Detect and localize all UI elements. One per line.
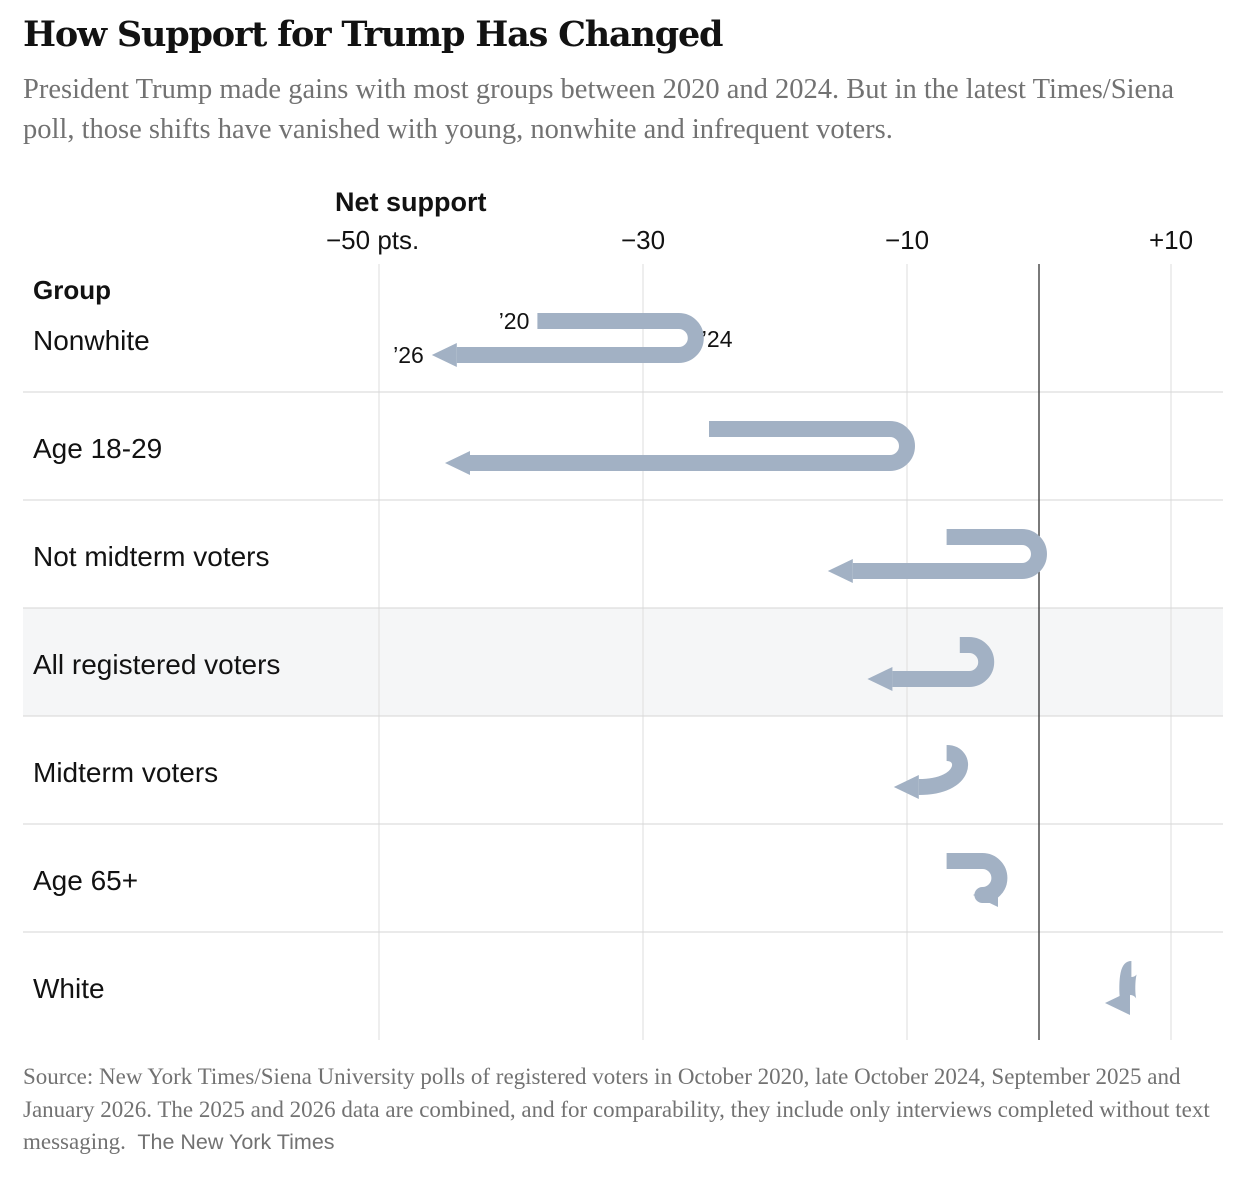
shift-arrow-body: [918, 745, 968, 795]
year-label-2020: ’20: [499, 308, 530, 334]
chart-title: How Support for Trump Has Changed: [23, 14, 724, 55]
shift-arrow-body: [456, 313, 704, 363]
shift-arrow-body: [892, 637, 995, 687]
shift-arrowhead: [893, 775, 919, 799]
row-label: Nonwhite: [33, 325, 150, 356]
gridline-layer: [378, 264, 1172, 1040]
shift-arrow-body: [852, 529, 1047, 579]
x-tick-label: −30: [621, 225, 665, 255]
row-label: Age 65+: [33, 865, 138, 896]
row-label: Not midterm voters: [33, 541, 270, 572]
row-label: Age 18-29: [33, 433, 162, 464]
row-separator-layer: [23, 391, 1223, 933]
shift-arrowhead: [431, 343, 457, 367]
chart-subtitle: President Trump made gains with most gro…: [23, 74, 1175, 145]
shift-arrowhead: [827, 559, 853, 583]
x-tick-label: +10: [1149, 225, 1193, 255]
group-column-header: Group: [33, 275, 111, 305]
source-note: Source: New York Times/Siena University …: [23, 1061, 1228, 1159]
bar-layer: [431, 313, 1140, 1015]
chart: Net support Group −50 pts. −30 −10 +10 Nonwh…: [23, 187, 1223, 1040]
axis-title: Net support: [335, 187, 487, 217]
row-label: Midterm voters: [33, 757, 218, 788]
shift-arrow-body: [470, 421, 915, 471]
shift-arrowhead: [1105, 991, 1130, 1015]
highlight-row-background: [23, 608, 1223, 716]
credit: The New York Times: [137, 1130, 335, 1154]
row-label: White: [33, 973, 105, 1004]
shift-arrowhead: [445, 451, 470, 475]
year-label-2026: ’26: [393, 342, 424, 368]
x-tick-label: −50 pts.: [326, 225, 419, 255]
shift-arrowhead: [867, 667, 893, 691]
source-text: Source: New York Times/Siena University …: [23, 1064, 1210, 1154]
shift-arrowhead: [973, 883, 998, 907]
row-background-layer: [23, 608, 1223, 716]
text-layer: Net support Group −50 pts. −30 −10 +10 Nonwh…: [33, 187, 1193, 1004]
year-label-2024: ’24: [702, 326, 733, 352]
x-tick-label: −10: [885, 225, 929, 255]
row-label: All registered voters: [33, 649, 280, 680]
